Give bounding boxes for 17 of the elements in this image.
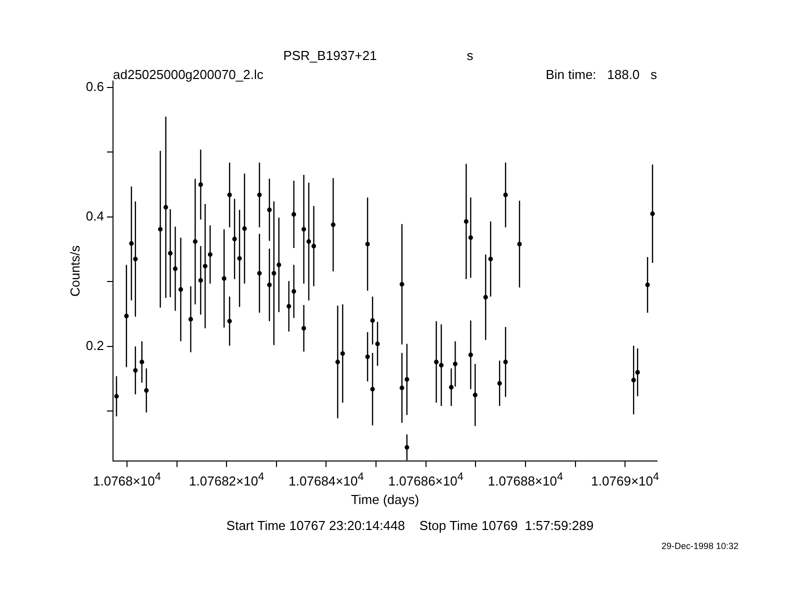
text: 29-Dec-1998 10:32 <box>661 541 739 551</box>
text: s <box>466 48 474 63</box>
y-axis-title: Counts/s <box>67 244 82 297</box>
x-tick-label: 1.0769×10$^{4}$ <box>591 470 660 490</box>
chart-subtitle: ad25025000g200070_2.lc <box>113 67 264 82</box>
x-tick-label: 1.07686×10$^{4}$ <box>388 470 464 490</box>
text: Start Time 10767 23:20:14:448 Stop Time 10769 1:57:59:289 <box>226 518 594 533</box>
x-tick-label: 1.0768×10$^{4}$ <box>93 470 161 490</box>
y-tick-label: 0.2 <box>86 338 104 353</box>
x-tick-label: 1.07682×10$^{4}$ <box>189 470 264 490</box>
x-axis-title: Time (days) <box>350 492 420 507</box>
chart-title: PSR_B1937+21 <box>283 48 377 63</box>
y-tick-label: 0.6 <box>86 79 104 94</box>
x-tick-label: 1.07684×10$^{4}$ <box>288 470 364 490</box>
x-tick-label: 1.07688×10$^{4}$ <box>488 470 564 490</box>
y-tick-label: 0.4 <box>86 208 104 224</box>
annotation: Bin time: 188.0 s <box>546 67 658 82</box>
